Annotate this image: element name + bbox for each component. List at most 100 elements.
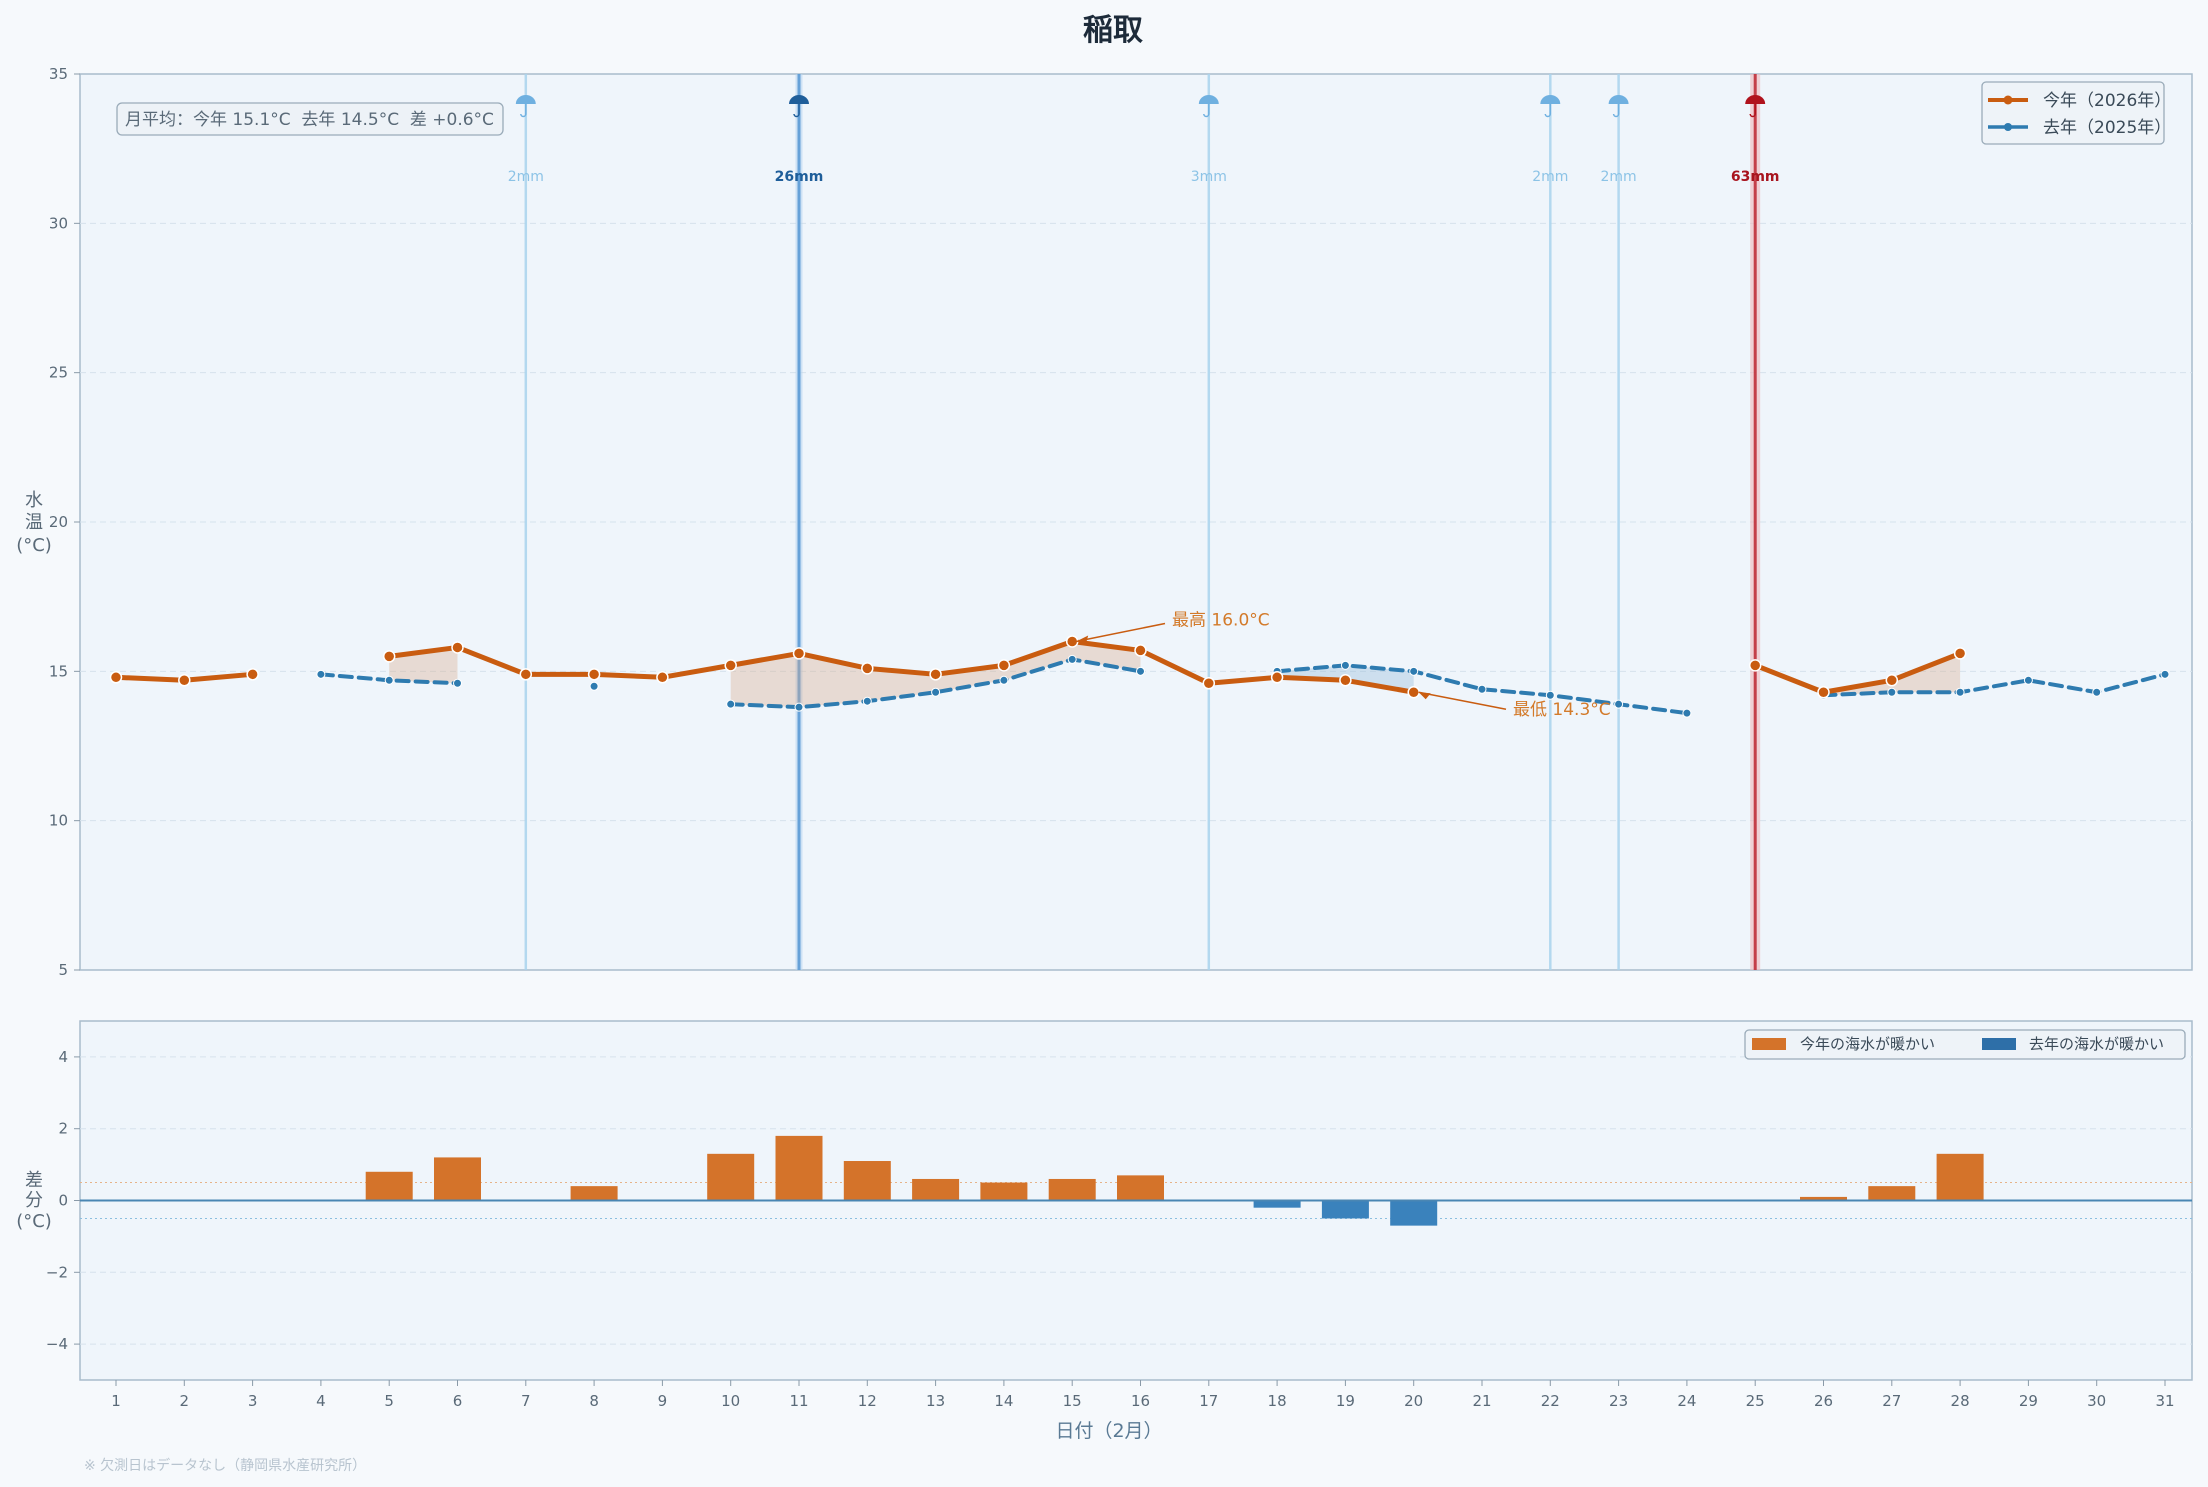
difference-legend-frame <box>1744 1029 2186 1060</box>
last-year-point <box>1477 684 1487 694</box>
x-tick-label: 27 <box>1882 1392 1901 1410</box>
x-tick-label: 17 <box>1199 1392 1218 1410</box>
this-year-point <box>587 668 601 681</box>
this-year-point <box>1407 685 1420 699</box>
last-year-point <box>1409 666 1419 676</box>
temperature-y-ticks: 5 10 15 20 25 30 35 <box>49 65 80 979</box>
rain-amount-label: 3mm <box>1191 169 1227 185</box>
x-tick-label: 4 <box>316 1392 326 1410</box>
x-tick-label: 9 <box>658 1392 668 1410</box>
difference-bars <box>80 1135 2192 1226</box>
difference-y-tick-label: −4 <box>46 1335 68 1353</box>
difference-bar <box>912 1178 960 1201</box>
last-year-line-segment <box>1821 672 2167 698</box>
this-year-point <box>178 674 191 687</box>
temperature-y-tick-label: 15 <box>49 662 68 680</box>
this-year-line-segment <box>1752 650 1963 695</box>
this-year-point <box>519 668 533 681</box>
difference-bar <box>570 1186 618 1201</box>
x-axis-label: 日付（2月） <box>1055 1420 1162 1442</box>
umbrella-handle <box>1612 104 1620 118</box>
x-tick-label: 10 <box>721 1392 740 1410</box>
this-year-point <box>451 641 464 654</box>
rain-amount-label: 2mm <box>1601 169 1637 185</box>
legend-swatch-this-year-warmer <box>1752 1038 1786 1050</box>
monthly-average-box-frame <box>116 102 504 136</box>
last-year-point <box>453 678 462 688</box>
difference-bar <box>1800 1196 1847 1201</box>
umbrella-icon <box>1198 95 1219 118</box>
this-year-point <box>109 671 123 684</box>
umbrella-icon <box>789 95 809 118</box>
monthly-average-box: 月平均：今年 15.1°C 去年 14.5°C 差 +0.6°C <box>116 102 504 136</box>
annotation-min-label: 最低 14.3°C <box>1513 700 1611 720</box>
legend-label-this-year: 今年（2026年） <box>2043 91 2171 111</box>
difference-bar <box>707 1153 755 1201</box>
this-year-point <box>1953 647 1967 660</box>
rain-amount-label: 2mm <box>508 169 544 185</box>
rain-amount-label: 63mm <box>1731 169 1780 185</box>
legend-swatch-last-year-warmer <box>1982 1038 2016 1050</box>
temperature-ylabel-char-1: 水 <box>25 490 43 511</box>
x-tick-label: 3 <box>248 1392 258 1410</box>
x-tick-label: 5 <box>384 1392 394 1410</box>
x-tick-label: 1 <box>111 1392 121 1410</box>
difference-y-ticks: −4 −2 0 2 4 <box>46 1048 80 1353</box>
x-tick-label: 30 <box>2087 1392 2106 1410</box>
umbrella-handle <box>1749 104 1756 118</box>
difference-bar <box>1390 1200 1438 1226</box>
annotation-min-arrowhead <box>1418 692 1431 700</box>
temperature-panel: 5 10 15 20 25 30 35 2mm 26mm 3mm 2mm 2mm 63mm 最高 16… <box>16 65 2193 979</box>
last-year-point <box>726 699 736 709</box>
umbrella-handle <box>520 104 527 118</box>
umbrella-handle <box>1203 104 1210 118</box>
legend-marker-last-year <box>2004 123 2012 131</box>
last-year-point <box>2023 675 2033 685</box>
this-year-point <box>929 668 942 681</box>
last-year-point <box>384 675 394 685</box>
x-tick-label: 8 <box>589 1392 599 1410</box>
difference-bar <box>1936 1153 1984 1201</box>
x-tick-label: 23 <box>1609 1392 1628 1410</box>
legend-marker-this-year <box>2003 95 2013 105</box>
last-year-point <box>1136 666 1145 676</box>
umbrella-canopy <box>1540 95 1561 104</box>
x-tick-label: 26 <box>1814 1392 1833 1410</box>
temperature-ylabel-char-3: (°C) <box>16 535 52 556</box>
temperature-y-tick-label: 20 <box>49 513 68 531</box>
x-tick-label: 15 <box>1063 1392 1082 1410</box>
umbrella-icon <box>515 95 536 118</box>
x-tick-label: 19 <box>1336 1392 1355 1410</box>
annotation-max-line <box>1076 622 1166 643</box>
difference-ylabel-char-1: 差 <box>25 1170 43 1191</box>
difference-bar <box>843 1161 891 1201</box>
temperature-y-tick-label: 30 <box>49 214 68 232</box>
this-year-point <box>246 668 259 681</box>
x-tick-label: 25 <box>1746 1392 1765 1410</box>
last-year-point <box>794 702 804 712</box>
umbrella-handle <box>793 104 800 118</box>
last-year-point <box>1682 708 1692 718</box>
umbrella-icon <box>1745 95 1766 118</box>
last-year-point <box>999 675 1009 685</box>
this-year-point <box>1339 674 1352 687</box>
this-year-point <box>861 662 874 675</box>
difference-panel: −4 −2 0 2 4 差 分 (°C) 今年の海水が暖かい 去年の海水が暖かい <box>16 1020 2193 1381</box>
difference-y-tick-label: 4 <box>58 1048 68 1066</box>
temperature-y-tick-label: 35 <box>49 65 68 83</box>
umbrella-icon <box>1540 95 1561 118</box>
umbrella-handle <box>1544 104 1552 118</box>
x-tick-label: 16 <box>1131 1392 1150 1410</box>
umbrella-icon <box>1608 95 1629 118</box>
difference-ylabel-char-3: (°C) <box>16 1211 52 1232</box>
this-year-point <box>1134 644 1147 657</box>
difference-bar <box>1253 1200 1301 1208</box>
this-year-point <box>997 659 1011 672</box>
difference-gridlines <box>80 1056 2192 1345</box>
x-tick-label: 28 <box>1951 1392 1970 1410</box>
x-tick-label: 24 <box>1677 1392 1696 1410</box>
this-year-line-segment <box>386 638 1417 695</box>
difference-legend: 今年の海水が暖かい 去年の海水が暖かい <box>1744 1029 2186 1060</box>
legend-label-last-year: 去年（2025年） <box>2043 118 2171 138</box>
